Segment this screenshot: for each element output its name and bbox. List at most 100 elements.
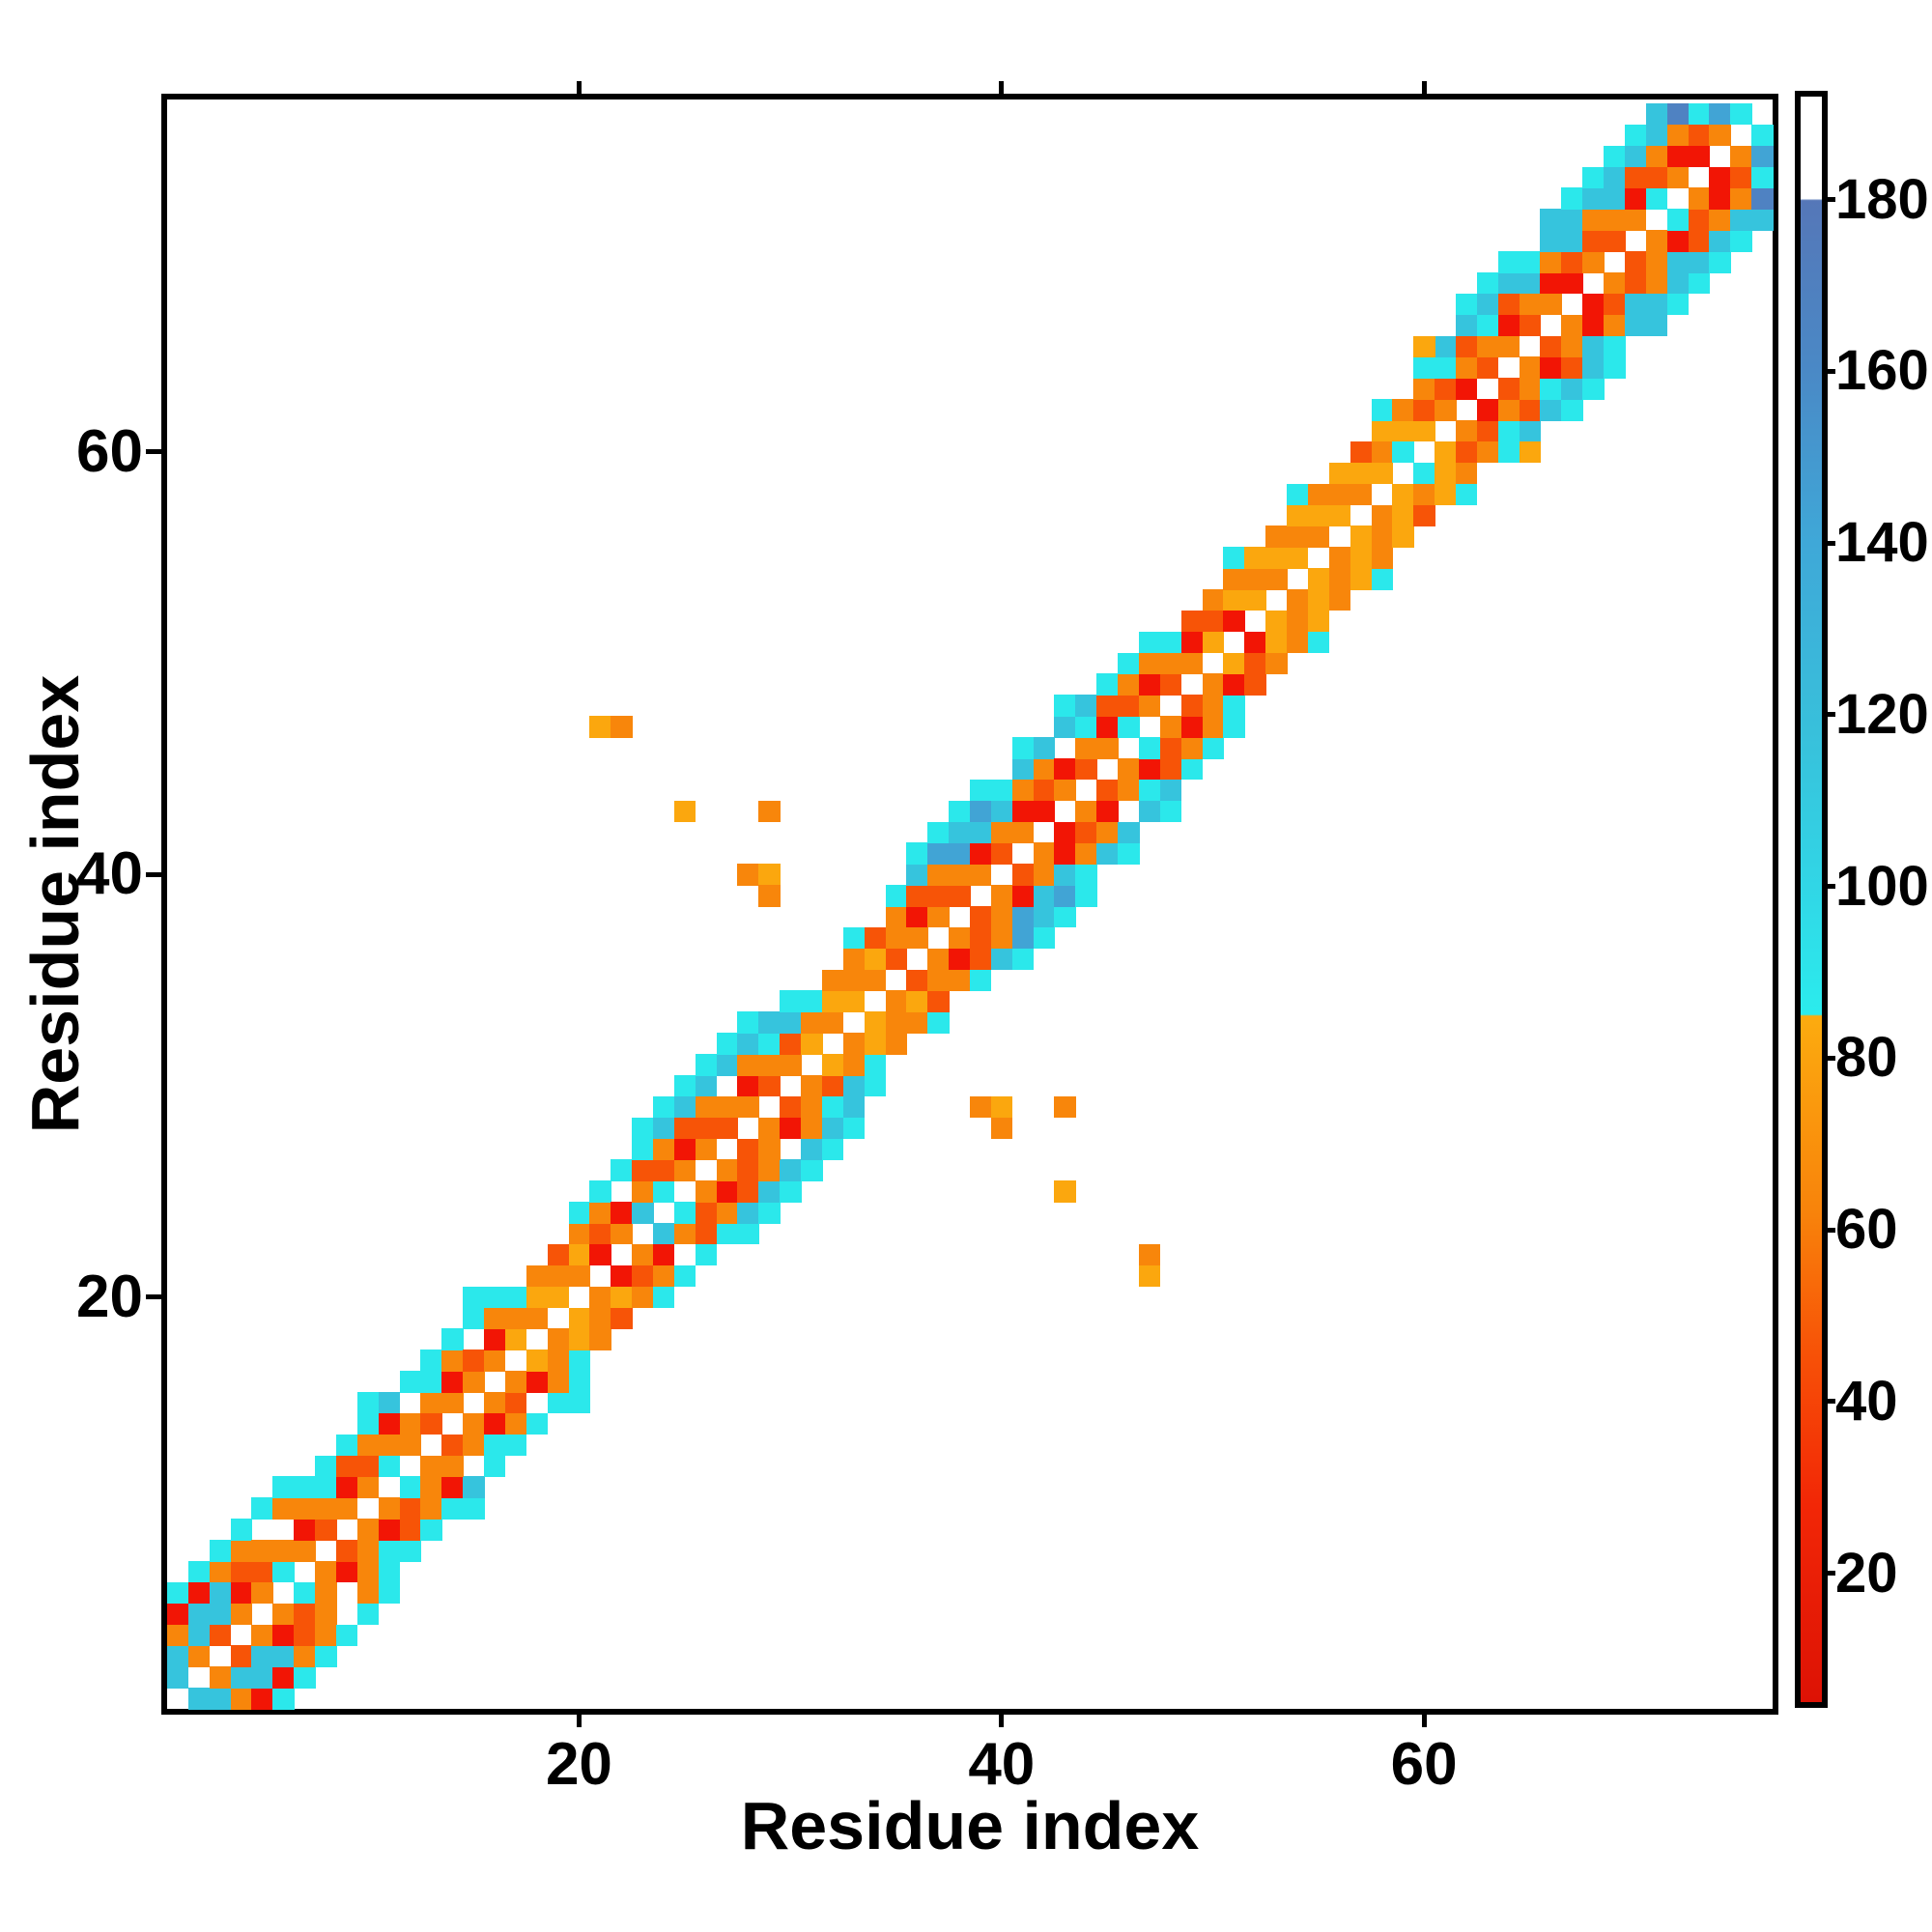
heatmap-cell [1138,800,1161,823]
x-tick-label: 20 [545,1731,612,1798]
heatmap-cell [484,1391,506,1414]
heatmap-cell [1350,568,1373,590]
heatmap-cell [1054,716,1076,738]
heatmap-cell [1180,716,1204,738]
heatmap-cell [251,1624,273,1646]
heatmap-cell [1371,504,1393,526]
heatmap-cell [1604,271,1626,295]
heatmap-cell [1497,420,1520,442]
heatmap-cell [356,1412,380,1435]
heatmap-cell [1033,885,1056,907]
colorbar [1795,91,1828,1708]
heatmap-cell [842,1117,866,1140]
heatmap-cell [1476,293,1499,316]
heatmap-cell [758,1074,781,1097]
heatmap-cell [1180,631,1204,654]
heatmap-cell [1244,631,1266,654]
heatmap-cell [695,1223,718,1245]
axis-tick [576,1712,582,1727]
heatmap-cell [1604,145,1626,168]
heatmap-cell [906,864,928,886]
heatmap-cell [1688,251,1710,273]
heatmap-cell [1582,356,1605,379]
heatmap-cell [1392,399,1414,421]
heatmap-cell [1307,483,1330,506]
heatmap-cell [1624,166,1647,189]
heatmap-cell [1075,695,1097,717]
heatmap-cell [1730,187,1752,210]
heatmap-cell [1497,399,1520,421]
heatmap-cell [399,1371,421,1393]
heatmap-cell [927,948,950,971]
heatmap-cell [801,1074,823,1097]
heatmap-cell [737,1202,759,1224]
heatmap-cell [885,990,907,1012]
heatmap-cell [1287,631,1309,654]
heatmap-cell [1138,1264,1161,1288]
heatmap-cell [272,1624,295,1646]
heatmap-cell [1645,314,1668,337]
heatmap-cell [1075,864,1097,886]
colorbar-tick [1822,1571,1835,1577]
heatmap-cell [1307,588,1330,611]
heatmap-cell [990,948,1013,971]
heatmap-cell [484,1350,506,1372]
heatmap-cell [335,1497,358,1520]
heatmap-cell [378,1540,401,1562]
heatmap-cell [673,800,696,823]
heatmap-cell [1688,187,1710,210]
colorbar-tick [1822,368,1835,374]
heatmap-cell [1011,800,1035,823]
heatmap-cell [251,1666,273,1689]
heatmap-cell [315,1603,337,1626]
heatmap-cells-layer [167,99,1774,1710]
heatmap-cell [716,1117,739,1140]
heatmap-cell [187,1624,211,1646]
heatmap-cell [1582,378,1605,400]
heatmap-cell [949,969,971,992]
heatmap-cell [1413,378,1435,400]
heatmap-cell [780,1095,802,1119]
heatmap-cell [1645,251,1668,273]
heatmap-cell [864,948,887,971]
heatmap-cell [441,1455,464,1478]
heatmap-cell [1265,652,1288,675]
heatmap-cell [611,1202,633,1224]
heatmap-cell [1730,230,1752,252]
heatmap-cell [294,1476,316,1498]
heatmap-cell [1033,779,1056,802]
heatmap-cell [1075,737,1097,759]
heatmap-cell [547,1350,570,1372]
heatmap-cell [463,1476,485,1498]
heatmap-cell [294,1666,316,1689]
heatmap-cell [695,1138,718,1160]
heatmap-cell [1476,335,1499,357]
heatmap-cell [378,1391,401,1414]
axis-tick [1421,1712,1427,1727]
heatmap-cell [1561,187,1583,210]
heatmap-cell [1435,356,1457,379]
heatmap-cell [399,1434,421,1457]
heatmap-cell [1709,166,1731,189]
heatmap-cell [652,1264,675,1288]
heatmap-cell [1645,230,1668,252]
heatmap-cell [1159,757,1182,781]
heatmap-cell [1180,610,1204,633]
heatmap-cell [1519,399,1542,421]
heatmap-cell [1075,842,1097,865]
heatmap-cell [1604,314,1626,337]
heatmap-cell [780,1033,802,1055]
heatmap-cell [1350,440,1373,464]
heatmap-cell [1118,842,1140,865]
heatmap-cell [1138,757,1161,781]
heatmap-cell [463,1412,485,1435]
heatmap-cell [526,1412,549,1435]
heatmap-cell [484,1455,506,1478]
heatmap-cell [1413,356,1435,379]
heatmap-cell [716,1054,739,1076]
heatmap-cell [589,1307,611,1329]
heatmap-cell [335,1540,358,1562]
heatmap-cell [1645,271,1668,295]
heatmap-cell [758,1033,781,1055]
heatmap-cell [673,1074,696,1097]
